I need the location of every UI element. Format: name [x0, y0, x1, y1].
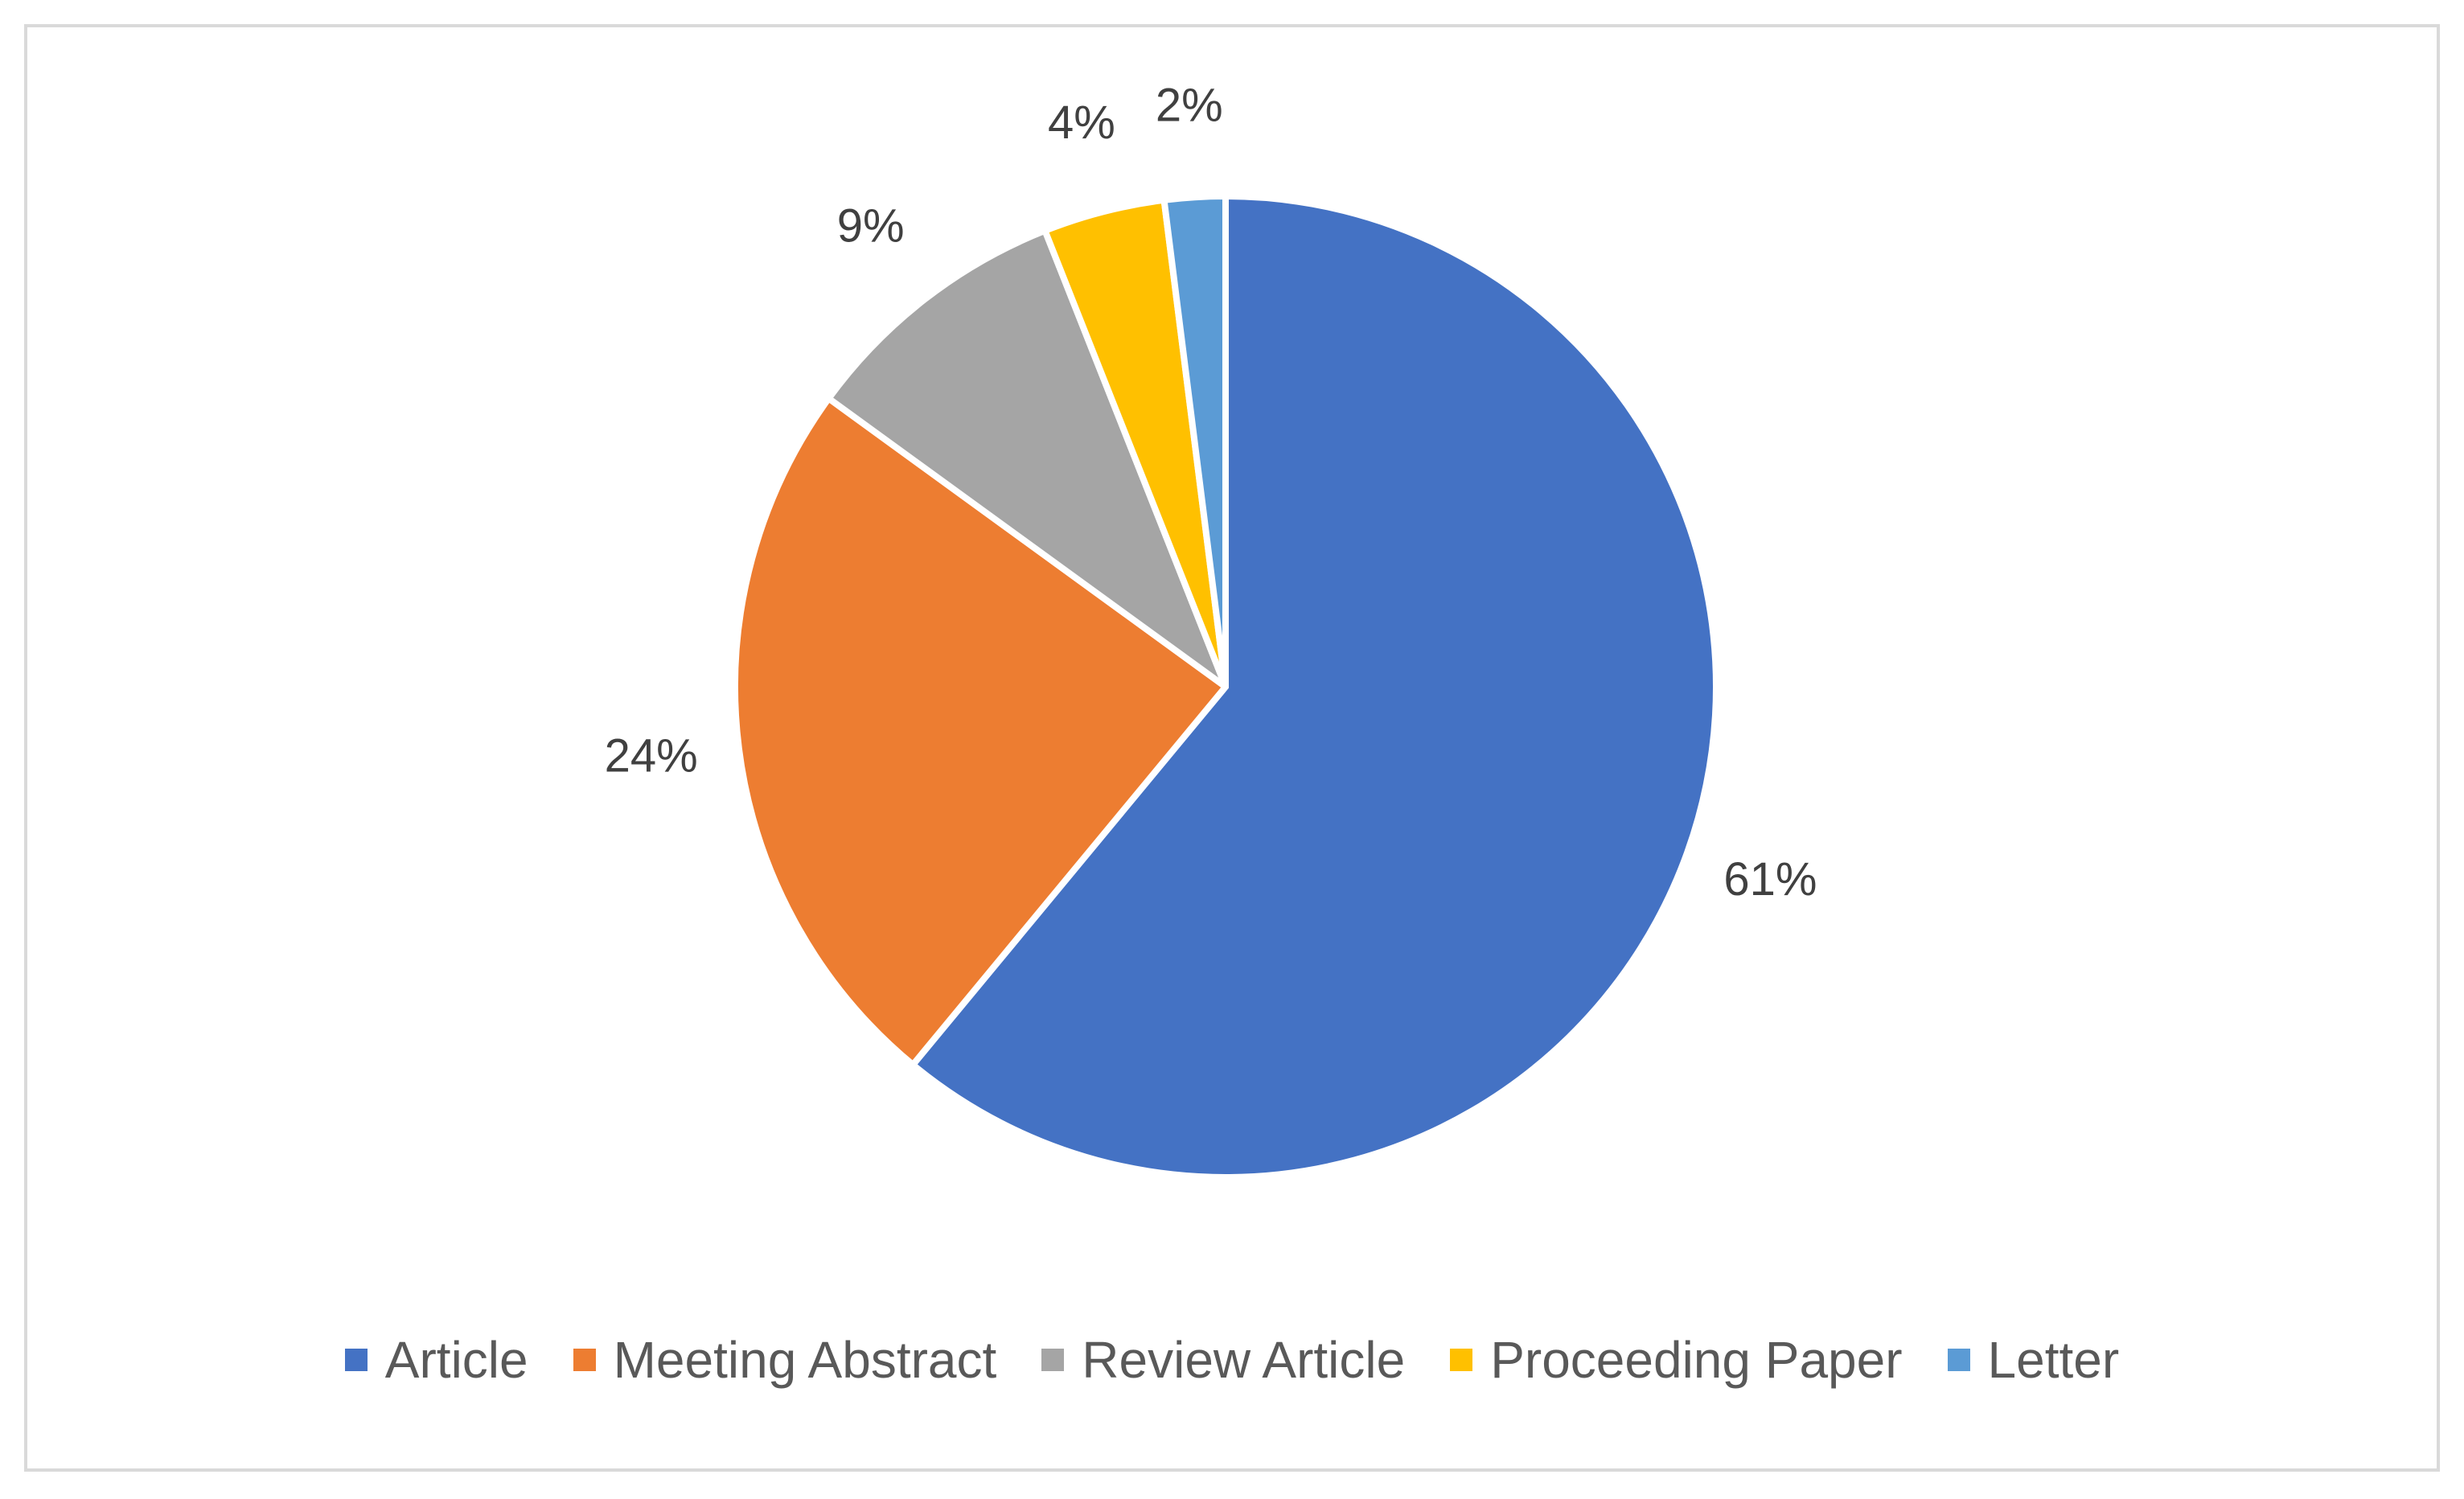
legend-item-proceeding-paper: Proceeding Paper — [1450, 1330, 1903, 1390]
data-label-proceeding-paper: 4% — [1048, 97, 1115, 149]
pie-slice-review-article — [825, 227, 1229, 690]
data-label-meeting-abstract: 24% — [605, 730, 698, 782]
legend-item-review-article: Review Article — [1041, 1330, 1405, 1390]
data-label-letter: 2% — [1156, 80, 1223, 132]
legend-swatch-meeting-abstract — [573, 1349, 596, 1371]
pie-chart: 61% 24% 9% 4% 2% — [605, 80, 1817, 1181]
legend-item-meeting-abstract: Meeting Abstract — [573, 1330, 997, 1390]
pie-slice-letter — [1160, 193, 1229, 690]
legend-label-review-article: Review Article — [1082, 1331, 1406, 1389]
legend-swatch-proceeding-paper — [1450, 1349, 1473, 1371]
legend-label-article: Article — [384, 1331, 528, 1389]
legend: Article Meeting Abstract Review Article … — [27, 1330, 2437, 1390]
legend-swatch-letter — [1947, 1349, 1970, 1371]
data-label-review-article: 9% — [837, 199, 905, 252]
legend-swatch-article — [344, 1349, 368, 1371]
legend-label-proceeding-paper: Proceeding Paper — [1490, 1331, 1903, 1389]
legend-item-article: Article — [344, 1330, 528, 1390]
pie-slice-article — [910, 193, 1719, 1181]
legend-swatch-review-article — [1041, 1349, 1065, 1371]
legend-label-letter: Letter — [1987, 1331, 2120, 1389]
legend-item-letter: Letter — [1947, 1330, 2120, 1390]
pie-slice-meeting-abstract — [732, 395, 1229, 1069]
chart-frame: 61% 24% 9% 4% 2% Article Meeting Abstract Re… — [24, 24, 2440, 1472]
legend-label-meeting-abstract: Meeting Abstract — [613, 1331, 997, 1389]
data-label-article: 61% — [1723, 853, 1817, 906]
